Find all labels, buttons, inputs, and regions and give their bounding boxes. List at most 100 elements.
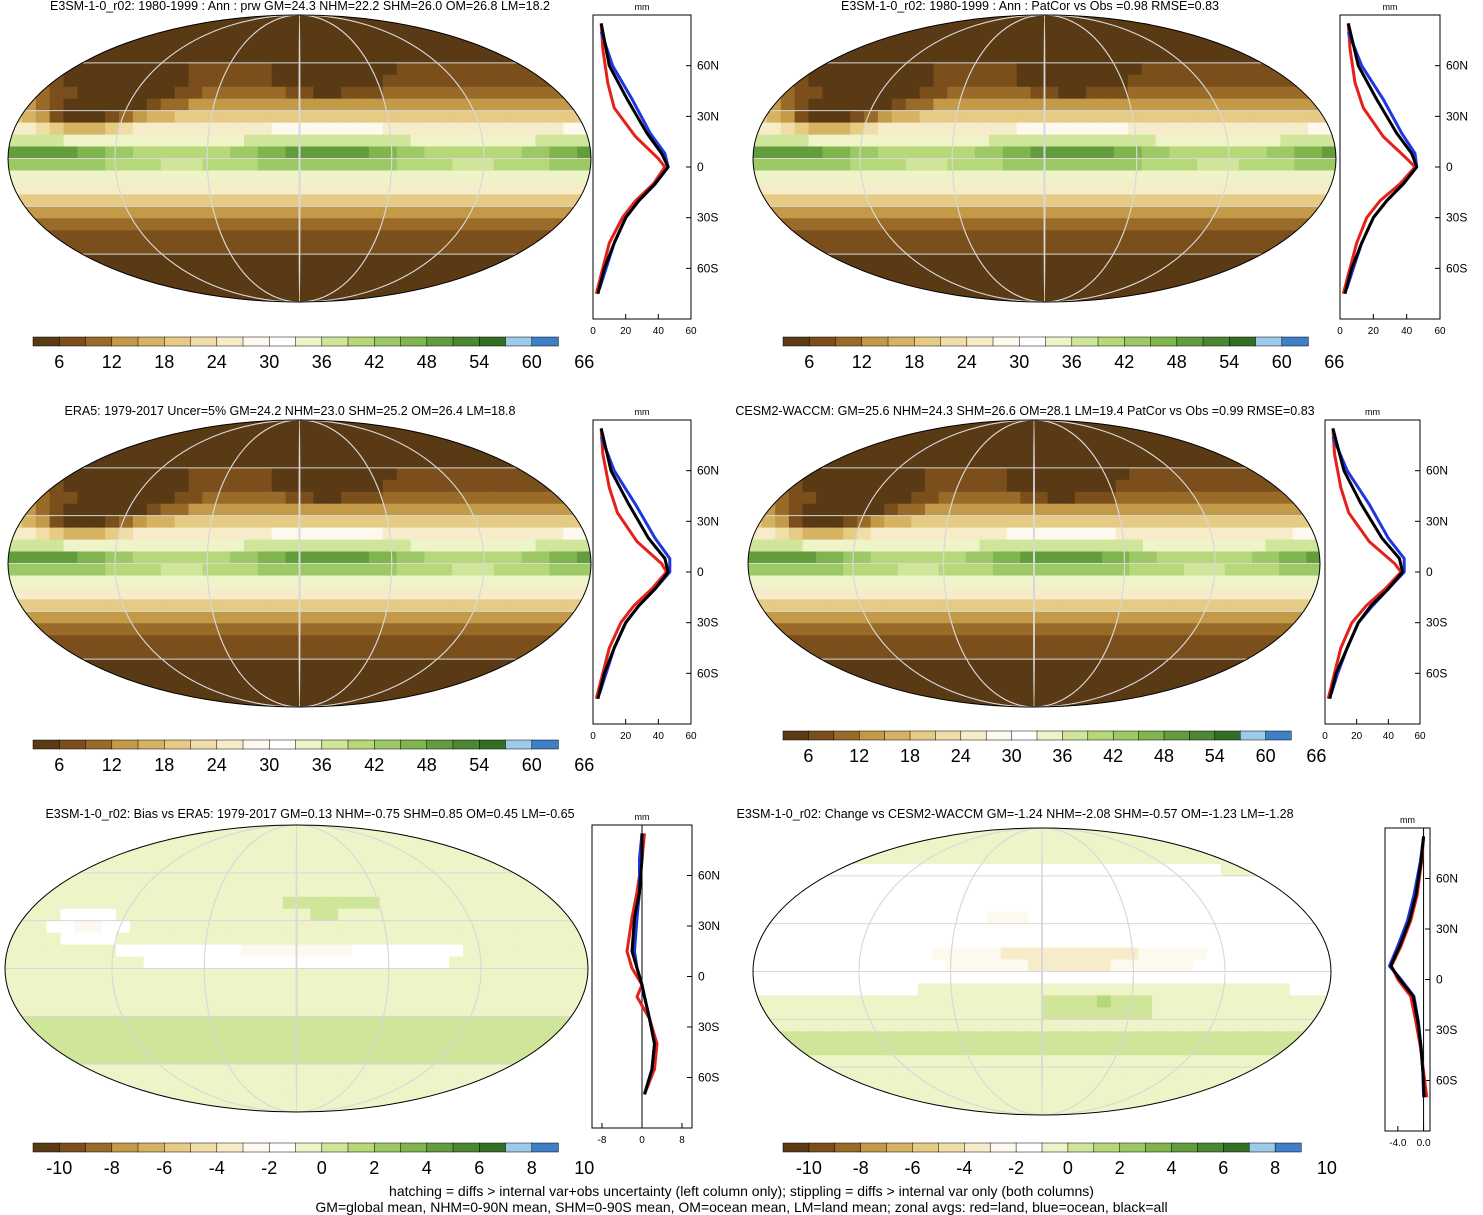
map-cell xyxy=(466,194,481,207)
map-cell xyxy=(780,206,796,219)
map-cell xyxy=(185,968,200,982)
map-cell xyxy=(961,158,976,172)
map-cell xyxy=(864,278,879,291)
map-cell xyxy=(119,27,134,40)
map-cell xyxy=(979,432,994,445)
map-cell xyxy=(933,254,948,267)
map-cell xyxy=(396,515,412,529)
map-cell xyxy=(843,563,858,577)
map-cell xyxy=(368,134,384,148)
map-cell xyxy=(1251,563,1267,577)
map-cell xyxy=(1127,74,1143,88)
map-cell xyxy=(466,635,481,648)
map-cell xyxy=(438,695,453,707)
map-cell xyxy=(493,695,509,707)
map-cell xyxy=(891,98,907,112)
map-cell xyxy=(216,647,231,660)
map-cell xyxy=(8,122,23,136)
map-cell xyxy=(1211,206,1226,219)
map-cell xyxy=(1115,695,1130,707)
map-cell xyxy=(102,956,117,970)
map-cell xyxy=(105,671,120,684)
map-cell xyxy=(338,956,353,970)
map-cell xyxy=(753,230,768,243)
map-cell xyxy=(216,659,231,672)
map-cell xyxy=(975,194,990,207)
colorbar-swatch xyxy=(479,739,507,750)
map-cell xyxy=(18,884,34,898)
map-cell xyxy=(577,62,591,76)
map-cell xyxy=(563,647,578,660)
map-cell xyxy=(285,683,301,696)
colorbar-swatch xyxy=(374,336,402,347)
map-cell xyxy=(410,98,425,112)
map-cell xyxy=(49,683,65,696)
map-cell xyxy=(91,290,106,302)
map-cell xyxy=(452,467,467,481)
map-cell xyxy=(8,74,23,88)
map-cell xyxy=(938,539,953,553)
map-cell xyxy=(563,182,578,195)
map-cell xyxy=(327,122,342,136)
map-cell xyxy=(891,74,907,88)
map-cell xyxy=(748,467,763,481)
map-cell xyxy=(1034,491,1049,505)
map-cell xyxy=(1265,683,1280,696)
map-cell xyxy=(257,182,273,195)
map-cell xyxy=(1183,134,1198,148)
map-cell xyxy=(368,599,384,612)
map-cell xyxy=(1113,254,1129,267)
map-cell xyxy=(477,1004,492,1017)
map-cell xyxy=(788,491,804,505)
map-cell xyxy=(521,158,537,172)
map-cell xyxy=(327,659,342,672)
map-cell xyxy=(1266,158,1282,172)
map-cell xyxy=(1088,515,1103,529)
map-cell xyxy=(753,278,768,291)
map-cell xyxy=(1197,230,1212,243)
map-cell xyxy=(877,218,893,231)
map-cell xyxy=(119,683,134,696)
map-cell xyxy=(1016,15,1032,28)
map-cell xyxy=(884,587,899,600)
map-cell xyxy=(129,920,145,934)
map-cell xyxy=(1294,290,1309,302)
map-cell xyxy=(843,635,858,648)
map-cell xyxy=(1156,527,1171,541)
map-cell xyxy=(49,527,65,541)
map-cell xyxy=(49,158,65,172)
map-cell xyxy=(1006,527,1021,541)
map-cell xyxy=(965,599,981,612)
map-cell xyxy=(766,86,782,100)
map-cell xyxy=(891,194,907,207)
map-cell xyxy=(160,539,176,553)
colorbar-swatch xyxy=(85,336,113,347)
map-cell xyxy=(897,527,912,541)
map-cell xyxy=(1266,194,1282,207)
map-cell xyxy=(836,134,851,148)
map-cell xyxy=(891,182,907,195)
map-cell xyxy=(1002,242,1018,255)
map-cell xyxy=(438,515,453,529)
map-cell xyxy=(1006,611,1021,624)
map-cell xyxy=(843,420,858,433)
zonal-frame xyxy=(1324,419,1421,725)
map-cell xyxy=(802,635,817,648)
map-cell xyxy=(1238,659,1253,672)
map-cell xyxy=(535,206,550,219)
map-cell xyxy=(299,182,314,195)
map-cell xyxy=(1100,158,1115,172)
map-cell xyxy=(32,932,48,946)
colorbar-label: 48 xyxy=(417,352,437,372)
map-cell xyxy=(761,659,776,672)
map-cell xyxy=(993,623,1008,636)
map-cell xyxy=(1088,623,1103,636)
map-cell xyxy=(63,599,78,612)
map-cell xyxy=(780,86,796,100)
map-cell xyxy=(452,62,467,76)
map-cell xyxy=(1020,635,1035,648)
map-cell xyxy=(775,587,790,600)
map-cell xyxy=(822,206,837,219)
map-cell xyxy=(1170,635,1185,648)
